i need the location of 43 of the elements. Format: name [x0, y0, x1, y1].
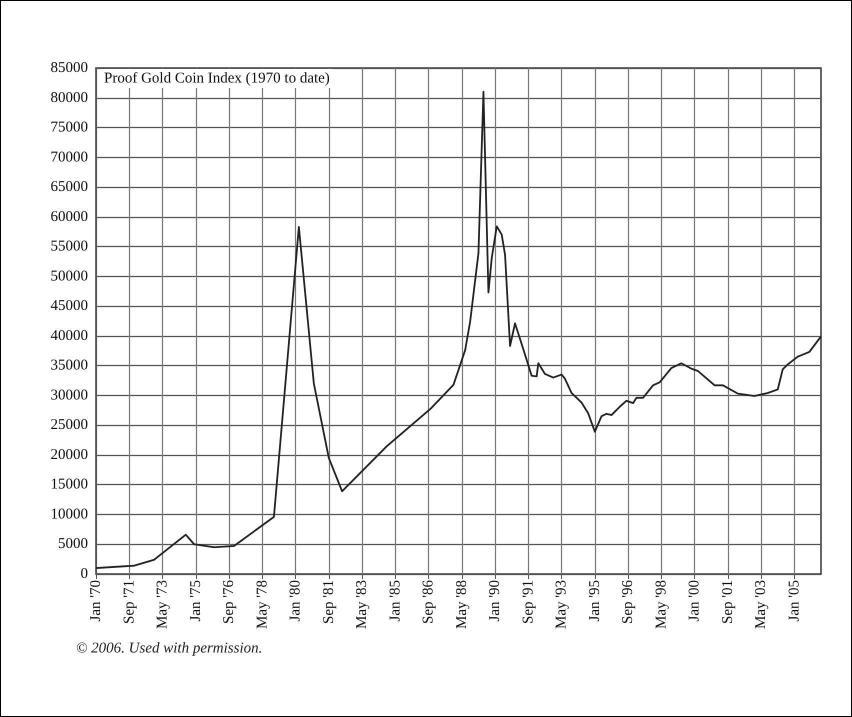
- y-tick-label: 60000: [50, 208, 88, 225]
- y-tick-label: 10000: [50, 506, 88, 522]
- y-tick-label: 55000: [50, 238, 88, 255]
- x-tick-label: Sep '01: [720, 580, 736, 624]
- y-tick-label: 65000: [50, 179, 88, 196]
- y-tick-label: 75000: [50, 120, 88, 136]
- y-tick-label: 5000: [58, 536, 88, 552]
- x-tick-label: Jan '00: [686, 580, 703, 622]
- x-tick-label: May '03: [753, 580, 770, 629]
- y-tick-label: 85000: [50, 60, 88, 76]
- x-tick-label: Jan '85: [387, 580, 404, 622]
- x-tick-label: Jan '80: [288, 580, 304, 622]
- x-tick-label: May '93: [554, 580, 570, 629]
- x-tick-label: Jan '05: [786, 580, 802, 622]
- x-tick-label: Sep '91: [520, 580, 536, 624]
- y-tick-label: 80000: [50, 90, 88, 106]
- y-tick-label: 15000: [50, 476, 88, 493]
- y-tick-label: 25000: [50, 417, 88, 434]
- y-tick-label: 20000: [50, 446, 88, 463]
- x-tick-label: Jan '70: [88, 580, 104, 622]
- x-tick-label: May '88: [454, 580, 470, 629]
- y-tick-label: 50000: [50, 268, 88, 284]
- y-tick-label: 70000: [50, 149, 88, 166]
- x-tick-label: Sep '86: [420, 580, 437, 624]
- x-tick-label: Sep '81: [320, 580, 337, 624]
- x-tick-label: Jan '75: [188, 580, 204, 622]
- x-tick-label: May '98: [653, 580, 670, 629]
- y-tick-label: 30000: [50, 387, 88, 404]
- x-tick-label: Jan '90: [487, 580, 504, 622]
- x-tick-label: Jan '95: [586, 580, 603, 622]
- x-tick-label: May '83: [354, 580, 370, 629]
- x-tick-label: May '78: [254, 580, 270, 629]
- x-tick-label: Sep '71: [121, 580, 138, 624]
- chart-title: Proof Gold Coin Index (1970 to date): [104, 70, 330, 86]
- x-tick-label: May '73: [154, 580, 171, 629]
- line-series: [95, 90, 822, 569]
- x-tick-label: Sep '96: [620, 580, 636, 624]
- y-tick-label: 45000: [50, 298, 88, 314]
- y-tick-label: 0: [80, 566, 88, 582]
- text: © 2006. Used with permission.: [76, 640, 262, 656]
- x-tick-label: Sep '76: [221, 580, 238, 624]
- y-tick-label: 40000: [50, 328, 88, 344]
- y-tick-label: 35000: [50, 358, 88, 374]
